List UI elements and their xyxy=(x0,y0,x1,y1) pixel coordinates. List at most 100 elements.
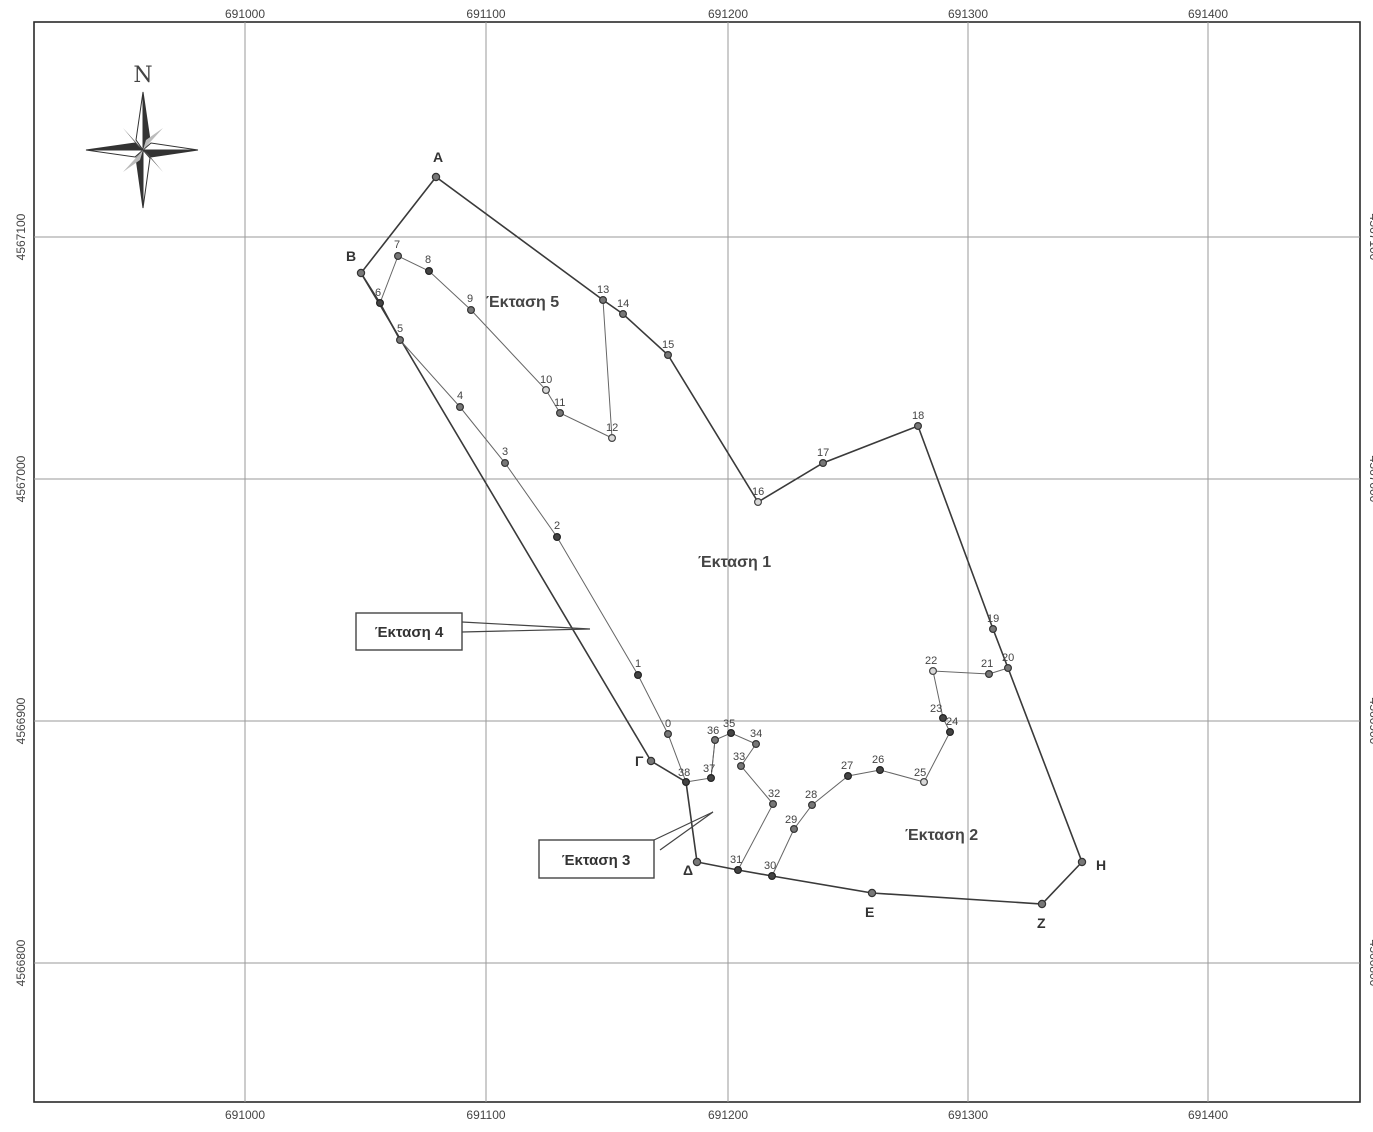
survey-point-label-23: 23 xyxy=(930,703,942,715)
survey-point-11[interactable] xyxy=(555,409,564,418)
survey-point-label-15: 15 xyxy=(662,339,674,351)
y-tick-label-right: 4566800 xyxy=(1367,940,1373,987)
area-2-boundary xyxy=(771,667,1009,877)
survey-points[interactable] xyxy=(356,172,1087,909)
survey-point-label-38: 38 xyxy=(678,767,690,779)
survey-point-8[interactable] xyxy=(425,267,434,276)
survey-point-label-5: 5 xyxy=(397,323,403,335)
corner-label-Z: Ζ xyxy=(1037,915,1046,931)
survey-point-31[interactable] xyxy=(733,865,742,874)
x-tick-label-bottom: 691200 xyxy=(708,1108,748,1122)
x-tick-label-bottom: 691400 xyxy=(1188,1108,1228,1122)
survey-point-15[interactable] xyxy=(663,351,672,360)
area-label-2: Έκταση 2 xyxy=(905,827,978,844)
survey-point-20[interactable] xyxy=(1003,663,1012,672)
callout-area-4[interactable]: Έκταση 4 xyxy=(355,612,591,651)
survey-point-label-21: 21 xyxy=(981,658,993,670)
x-tick-label-top: 691100 xyxy=(466,7,505,21)
survey-point-12[interactable] xyxy=(607,434,616,443)
y-tick-label-left: 4567000 xyxy=(14,455,28,502)
survey-point-34[interactable] xyxy=(751,739,760,748)
corner-point-B[interactable] xyxy=(356,268,366,278)
y-tick-label-left: 4566900 xyxy=(14,697,28,744)
survey-point-23[interactable] xyxy=(938,713,947,722)
survey-point-label-28: 28 xyxy=(805,789,817,801)
survey-point-21[interactable] xyxy=(984,669,993,678)
y-tick-label-right: 4567100 xyxy=(1367,214,1373,261)
callout-leader-4 xyxy=(461,621,591,633)
survey-point-0[interactable] xyxy=(663,729,672,738)
survey-point-label-31: 31 xyxy=(730,854,742,866)
area-5-boundary xyxy=(379,255,613,439)
survey-point-6[interactable] xyxy=(376,299,385,308)
survey-point-19[interactable] xyxy=(988,624,997,633)
callout-label-3: Έκταση 3 xyxy=(562,852,631,869)
survey-point-37[interactable] xyxy=(706,773,715,782)
survey-point-27[interactable] xyxy=(843,771,852,780)
corner-point-G[interactable] xyxy=(646,756,656,766)
y-tick-label-left: 4567100 xyxy=(14,213,28,260)
survey-point-5[interactable] xyxy=(396,336,405,345)
survey-point-label-20: 20 xyxy=(1002,652,1014,664)
survey-point-26[interactable] xyxy=(875,765,884,774)
survey-point-label-29: 29 xyxy=(785,814,797,826)
corner-point-E[interactable] xyxy=(867,888,877,898)
survey-point-3[interactable] xyxy=(501,459,510,468)
survey-point-label-7: 7 xyxy=(394,239,400,251)
corner-label-A: Α xyxy=(433,149,443,165)
survey-point-10[interactable] xyxy=(541,386,550,395)
corner-point-H[interactable] xyxy=(1077,857,1087,867)
corner-label-E: Ε xyxy=(865,904,874,920)
area-4-boundary xyxy=(399,339,687,783)
survey-point-9[interactable] xyxy=(467,306,476,315)
survey-point-33[interactable] xyxy=(736,761,745,770)
corner-point-A[interactable] xyxy=(431,172,441,182)
survey-point-16[interactable] xyxy=(753,498,762,507)
survey-point-label-32: 32 xyxy=(768,788,780,800)
survey-point-22[interactable] xyxy=(928,666,937,675)
survey-point-label-8: 8 xyxy=(425,254,431,266)
y-tick-label-right: 4566900 xyxy=(1367,698,1373,745)
survey-point-label-22: 22 xyxy=(925,655,937,667)
survey-point-29[interactable] xyxy=(789,824,798,833)
survey-point-label-35: 35 xyxy=(723,718,735,730)
survey-point-36[interactable] xyxy=(710,735,719,744)
outer-boundary xyxy=(360,175,1083,905)
survey-point-1[interactable] xyxy=(633,670,642,679)
x-tick-label-top: 691400 xyxy=(1188,7,1228,21)
corner-label-B: Β xyxy=(346,248,356,264)
y-tick-label-right: 4567000 xyxy=(1367,456,1373,503)
survey-point-label-17: 17 xyxy=(817,447,829,459)
survey-point-label-36: 36 xyxy=(707,725,719,737)
survey-point-14[interactable] xyxy=(618,310,627,319)
corner-point-D[interactable] xyxy=(692,857,702,867)
survey-point-17[interactable] xyxy=(818,459,827,468)
survey-point-35[interactable] xyxy=(726,728,735,737)
survey-point-label-19: 19 xyxy=(987,613,999,625)
survey-point-28[interactable] xyxy=(807,800,816,809)
corner-label-G: Γ xyxy=(635,753,644,769)
survey-point-7[interactable] xyxy=(394,252,403,261)
callout-label-4: Έκταση 4 xyxy=(375,624,444,641)
callout-area-3[interactable]: Έκταση 3 xyxy=(538,811,714,879)
x-tick-label-bottom: 691100 xyxy=(466,1108,505,1122)
corner-point-Z[interactable] xyxy=(1037,899,1047,909)
survey-point-32[interactable] xyxy=(768,799,777,808)
survey-point-13[interactable] xyxy=(598,296,607,305)
survey-point-label-24: 24 xyxy=(946,716,958,728)
map-frame xyxy=(33,21,1361,1103)
survey-point-label-12: 12 xyxy=(606,422,618,434)
survey-point-38[interactable] xyxy=(681,777,690,786)
survey-point-25[interactable] xyxy=(919,777,928,786)
survey-point-label-13: 13 xyxy=(597,284,609,296)
survey-point-4[interactable] xyxy=(456,403,465,412)
survey-point-2[interactable] xyxy=(552,532,561,541)
survey-point-label-18: 18 xyxy=(912,410,924,422)
survey-point-30[interactable] xyxy=(767,871,776,880)
survey-point-label-14: 14 xyxy=(617,298,629,310)
survey-point-18[interactable] xyxy=(913,422,922,431)
survey-point-24[interactable] xyxy=(945,727,954,736)
grid-tick-labels: 6910006910006911006911006912006912006913… xyxy=(14,7,1373,1122)
